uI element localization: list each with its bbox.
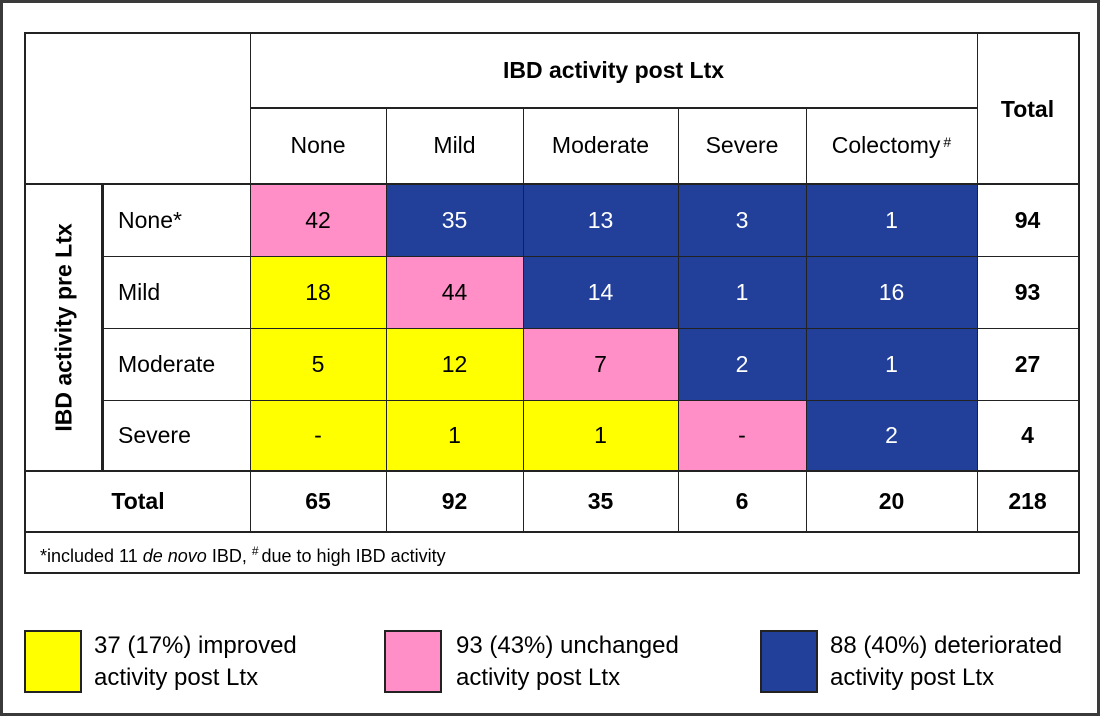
divider: [523, 107, 524, 532]
row-total: 94: [1014, 206, 1041, 233]
legend-swatch-unchanged: [384, 630, 442, 693]
table-cell: -: [250, 400, 386, 471]
table-cell: 1: [678, 256, 806, 328]
col-header-colectomy: Colectomy #: [806, 107, 977, 184]
col-header-mild: Mild: [433, 132, 476, 158]
colectomy-mark: #: [943, 133, 952, 150]
divider: [386, 107, 387, 532]
footnote: *included 11 de novo IBD, # due to high I…: [40, 544, 446, 566]
row-label-mild: Mild: [118, 278, 161, 305]
column-total: 35: [587, 488, 614, 514]
table-cell: 18: [250, 256, 386, 328]
column-total: 92: [441, 488, 468, 514]
divider: [977, 34, 978, 532]
divider: [26, 470, 1078, 472]
row-label-none: None*: [118, 206, 182, 233]
row-label-moderate: Moderate: [118, 350, 216, 377]
divider: [102, 400, 1078, 401]
table-cell: 2: [806, 400, 977, 471]
contingency-table: IBD activity post Ltx Total None Mild Mo…: [24, 32, 1080, 574]
table-cell: 1: [386, 400, 523, 471]
row-total: 93: [1014, 278, 1041, 305]
table-cell: 3: [678, 184, 806, 256]
row-label-severe: Severe: [118, 422, 191, 448]
total-column-header: Total: [1000, 95, 1055, 122]
divider: [102, 256, 1078, 257]
legend-swatch-improved: [24, 630, 82, 693]
col-header-none: None: [290, 132, 346, 158]
legend-deteriorated: 88 (40%) deteriorated activity post Ltx: [830, 632, 1063, 691]
table-cell: 1: [806, 184, 977, 256]
table-cell: -: [678, 400, 806, 471]
table-cell: 1: [806, 328, 977, 400]
divider: [26, 531, 1078, 533]
table-cell: 42: [250, 184, 386, 256]
table-cell: 44: [386, 256, 523, 328]
divider: [250, 34, 251, 532]
table-cell: 12: [386, 328, 523, 400]
divider: [806, 107, 807, 532]
column-total: 6: [735, 488, 749, 514]
legend-improved: 37 (17%) improved activity post Ltx: [94, 632, 297, 691]
legend-unchanged: 93 (43%) unchanged activity post Ltx: [456, 632, 679, 691]
divider: [678, 107, 679, 532]
table-cell: 35: [386, 184, 523, 256]
col-header-moderate: Moderate: [551, 132, 650, 158]
table-cell: 2: [678, 328, 806, 400]
pre-ltx-header: IBD activity pre Ltx: [50, 223, 77, 432]
divider: [26, 183, 1078, 185]
table-cell: 16: [806, 256, 977, 328]
col-header-severe: Severe: [705, 132, 779, 158]
post-ltx-header: IBD activity post Ltx: [502, 57, 725, 83]
divider: [250, 107, 977, 109]
table-cell: 13: [523, 184, 678, 256]
table-cell: 7: [523, 328, 678, 400]
row-total: 4: [1021, 422, 1034, 448]
colectomy-label: Colectomy: [831, 132, 941, 158]
grand-total: 218: [1008, 488, 1047, 514]
divider: [102, 328, 1078, 329]
divider: [101, 184, 104, 471]
column-total: 65: [305, 488, 331, 514]
totals-row-label: Total: [111, 488, 165, 514]
legend-swatch-deteriorated: [760, 630, 818, 693]
column-total: 20: [878, 488, 905, 514]
row-total: 27: [1014, 350, 1041, 377]
table-cell: 5: [250, 328, 386, 400]
table-cell: 14: [523, 256, 678, 328]
table-cell: 1: [523, 400, 678, 471]
